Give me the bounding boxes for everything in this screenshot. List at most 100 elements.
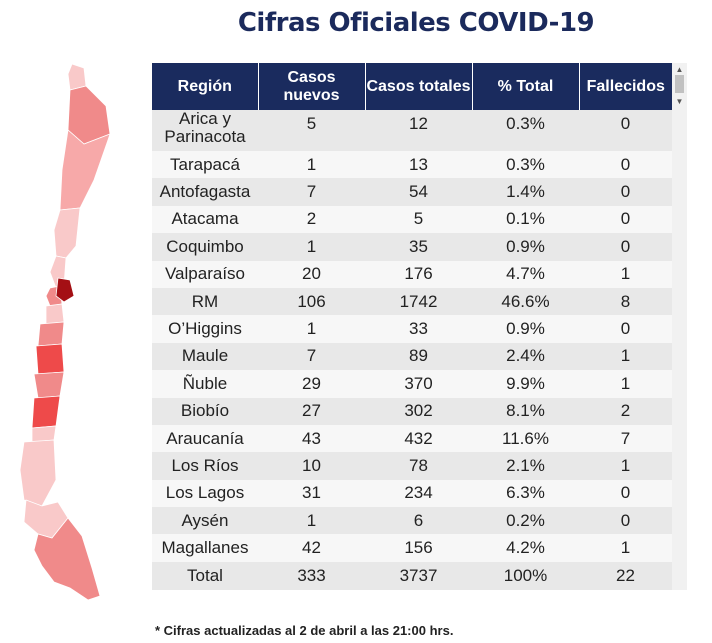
cell-total-cases: 1742 bbox=[365, 287, 472, 316]
cell-region: RM bbox=[152, 287, 258, 316]
cell-total-cases: 35 bbox=[365, 233, 472, 261]
cell-deaths: 7 bbox=[579, 424, 672, 453]
table-row: Valparaíso 20 176 4.7% 1 bbox=[152, 260, 672, 288]
cell-region: Biobío bbox=[152, 397, 258, 425]
cell-region: Maule bbox=[152, 342, 258, 371]
scroll-down-arrow-icon[interactable]: ▼ bbox=[675, 97, 684, 106]
map-region-magallanes bbox=[33, 517, 101, 601]
cell-region: Antofagasta bbox=[152, 178, 258, 206]
table-row: Arica y Parinacota 5 12 0.3% 0 bbox=[152, 110, 672, 151]
cell-deaths: 8 bbox=[579, 287, 672, 316]
cell-total-cases: 156 bbox=[365, 534, 472, 562]
cell-deaths: 0 bbox=[579, 315, 672, 343]
covid-table: Región Casos nuevos Casos totales % Tota… bbox=[152, 63, 672, 590]
cell-region: Coquimbo bbox=[152, 233, 258, 261]
cell-region: Magallanes bbox=[152, 534, 258, 562]
map-region-araucania bbox=[31, 395, 61, 429]
total-deaths: 22 bbox=[579, 561, 672, 590]
cell-total-cases: 234 bbox=[365, 479, 472, 508]
cell-percent: 1.4% bbox=[472, 178, 579, 206]
cell-new-cases: 31 bbox=[258, 479, 365, 508]
cell-new-cases: 10 bbox=[258, 452, 365, 480]
map-region-losrios bbox=[31, 425, 57, 443]
cell-percent: 2.4% bbox=[472, 342, 579, 371]
cell-region: Valparaíso bbox=[152, 260, 258, 288]
total-percent: 100% bbox=[472, 561, 579, 590]
cell-new-cases: 29 bbox=[258, 370, 365, 398]
cell-deaths: 0 bbox=[579, 110, 672, 151]
footnote: * Cifras actualizadas al 2 de abril a la… bbox=[155, 623, 454, 638]
map-region-loslagos bbox=[19, 439, 57, 507]
cell-deaths: 0 bbox=[579, 178, 672, 206]
table-row: Tarapacá 1 13 0.3% 0 bbox=[152, 151, 672, 179]
cell-new-cases: 43 bbox=[258, 424, 365, 453]
table-row: Antofagasta 7 54 1.4% 0 bbox=[152, 178, 672, 206]
cell-percent: 9.9% bbox=[472, 370, 579, 398]
cell-new-cases: 1 bbox=[258, 233, 365, 261]
page-title: Cifras Oficiales COVID-19 bbox=[237, 8, 595, 38]
table-row: Magallanes 42 156 4.2% 1 bbox=[152, 534, 672, 562]
col-header-new-cases: Casos nuevos bbox=[258, 63, 366, 110]
cell-new-cases: 42 bbox=[258, 534, 365, 562]
total-new-cases: 333 bbox=[258, 561, 365, 590]
scroll-thumb[interactable] bbox=[675, 75, 684, 93]
cell-percent: 0.3% bbox=[472, 110, 579, 151]
table-row: Araucanía 43 432 11.6% 7 bbox=[152, 424, 672, 453]
cell-new-cases: 5 bbox=[258, 110, 365, 151]
cell-deaths: 1 bbox=[579, 260, 672, 288]
cell-new-cases: 1 bbox=[258, 315, 365, 343]
table-scrollbar[interactable]: ▲ ▼ bbox=[672, 63, 687, 590]
map-region-arica bbox=[67, 63, 87, 91]
cell-percent: 4.7% bbox=[472, 260, 579, 288]
cell-total-cases: 432 bbox=[365, 424, 472, 453]
col-header-percent: % Total bbox=[472, 63, 580, 110]
cell-deaths: 2 bbox=[579, 397, 672, 425]
chile-region-map bbox=[19, 63, 111, 601]
map-region-maule bbox=[37, 321, 65, 347]
cell-region: Tarapacá bbox=[152, 151, 258, 179]
table-row: RM 106 1742 46.6% 8 bbox=[152, 287, 672, 316]
table-row: Biobío 27 302 8.1% 2 bbox=[152, 397, 672, 425]
cell-percent: 46.6% bbox=[472, 287, 579, 316]
map-region-antofagasta bbox=[59, 129, 111, 211]
table-header-row: Región Casos nuevos Casos totales % Tota… bbox=[152, 63, 672, 110]
map-region-atacama bbox=[53, 207, 81, 259]
map-region-ohiggins bbox=[45, 303, 65, 325]
cell-percent: 0.9% bbox=[472, 233, 579, 261]
cell-total-cases: 13 bbox=[365, 151, 472, 179]
cell-region: Ñuble bbox=[152, 370, 258, 398]
cell-percent: 0.1% bbox=[472, 205, 579, 234]
cell-deaths: 0 bbox=[579, 507, 672, 535]
cell-deaths: 0 bbox=[579, 205, 672, 234]
col-header-total-cases: Casos totales bbox=[365, 63, 473, 110]
cell-total-cases: 54 bbox=[365, 178, 472, 206]
cell-percent: 8.1% bbox=[472, 397, 579, 425]
cell-deaths: 0 bbox=[579, 151, 672, 179]
cell-percent: 0.3% bbox=[472, 151, 579, 179]
cell-deaths: 1 bbox=[579, 534, 672, 562]
map-region-nuble bbox=[35, 343, 65, 375]
total-label: Total bbox=[152, 561, 258, 590]
cell-deaths: 1 bbox=[579, 370, 672, 398]
covid-table-container[interactable]: Región Casos nuevos Casos totales % Tota… bbox=[152, 63, 687, 590]
cell-percent: 4.2% bbox=[472, 534, 579, 562]
cell-total-cases: 89 bbox=[365, 342, 472, 371]
table-row: Maule 7 89 2.4% 1 bbox=[152, 342, 672, 371]
col-header-region: Región bbox=[152, 63, 259, 110]
table-row: Los Ríos 10 78 2.1% 1 bbox=[152, 452, 672, 480]
table-row: Ñuble 29 370 9.9% 1 bbox=[152, 370, 672, 398]
cell-new-cases: 1 bbox=[258, 151, 365, 179]
table-total-row: Total 333 3737 100% 22 bbox=[152, 561, 672, 590]
scroll-up-arrow-icon[interactable]: ▲ bbox=[675, 65, 684, 74]
cell-region: O’Higgins bbox=[152, 315, 258, 343]
table-row: Atacama 2 5 0.1% 0 bbox=[152, 205, 672, 234]
cell-total-cases: 6 bbox=[365, 507, 472, 535]
cell-percent: 0.2% bbox=[472, 507, 579, 535]
table-row: O’Higgins 1 33 0.9% 0 bbox=[152, 315, 672, 343]
cell-region: Araucanía bbox=[152, 424, 258, 453]
cell-deaths: 0 bbox=[579, 233, 672, 261]
cell-total-cases: 78 bbox=[365, 452, 472, 480]
cell-total-cases: 176 bbox=[365, 260, 472, 288]
cell-region: Arica y Parinacota bbox=[152, 110, 258, 151]
table-row: Los Lagos 31 234 6.3% 0 bbox=[152, 479, 672, 508]
